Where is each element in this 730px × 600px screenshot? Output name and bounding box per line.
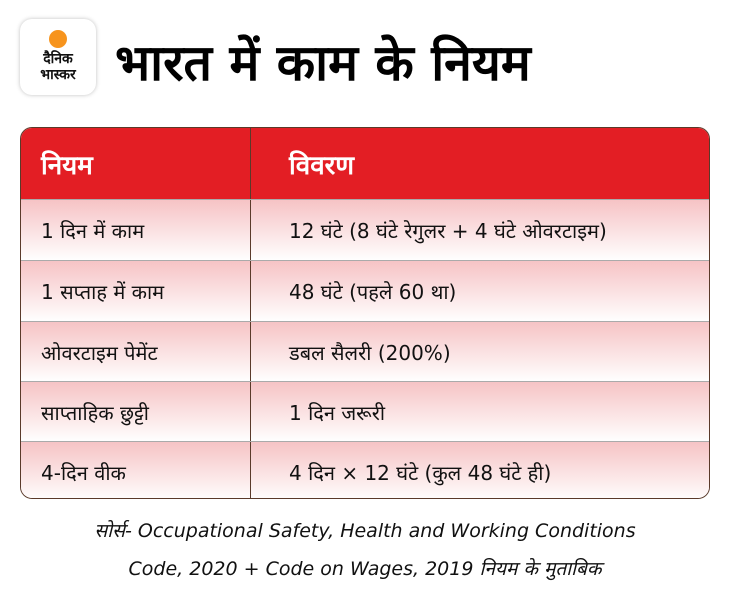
detail-cell: 48 घंटे (पहले 60 था): [289, 280, 457, 304]
dainik-bhaskar-logo: दैनिक भास्कर: [20, 19, 96, 95]
header-details: विवरण: [289, 150, 355, 181]
rule-cell: 4-दिन वीक: [21, 442, 251, 498]
source-line2: Code, 2020 + Code on Wages, 2019 नियम के…: [128, 558, 602, 580]
table-row: साप्ताहिक छुट्टी 1 दिन जरूरी: [21, 381, 709, 442]
table-row: ओवरटाइम पेमेंट डबल सैलरी (200%): [21, 321, 709, 382]
sun-icon: [49, 30, 67, 48]
detail-cell: 1 दिन जरूरी: [289, 400, 386, 425]
page-title: भारत में काम के नियम: [115, 34, 531, 92]
detail-cell: 4 दिन × 12 घंटे (कुल 48 घंटे ही): [289, 460, 552, 485]
rule-cell: साप्ताहिक छुट्टी: [21, 382, 251, 442]
header-rule: नियम: [21, 128, 251, 199]
table-row: 1 दिन में काम 12 घंटे (8 घंटे रेगुलर + 4…: [21, 199, 709, 261]
logo-line2: भास्कर: [40, 67, 76, 83]
rules-table: नियम विवरण 1 दिन में काम 12 घंटे (8 घंटे…: [20, 127, 710, 499]
source-line1: सोर्स- Occupational Safety, Health and W…: [94, 520, 636, 542]
detail-cell: 12 घंटे (8 घंटे रेगुलर + 4 घंटे ओवरटाइम): [289, 219, 607, 243]
rule-cell: ओवरटाइम पेमेंट: [21, 322, 251, 382]
table-header: नियम विवरण: [21, 128, 709, 199]
rule-cell: 1 सप्ताह में काम: [21, 261, 251, 322]
table-row: 4-दिन वीक 4 दिन × 12 घंटे (कुल 48 घंटे ह…: [21, 441, 709, 498]
detail-cell: डबल सैलरी (200%): [289, 340, 451, 365]
logo-line1: दैनिक: [43, 51, 73, 67]
rule-cell: 1 दिन में काम: [21, 200, 251, 261]
table-row: 1 सप्ताह में काम 48 घंटे (पहले 60 था): [21, 260, 709, 322]
